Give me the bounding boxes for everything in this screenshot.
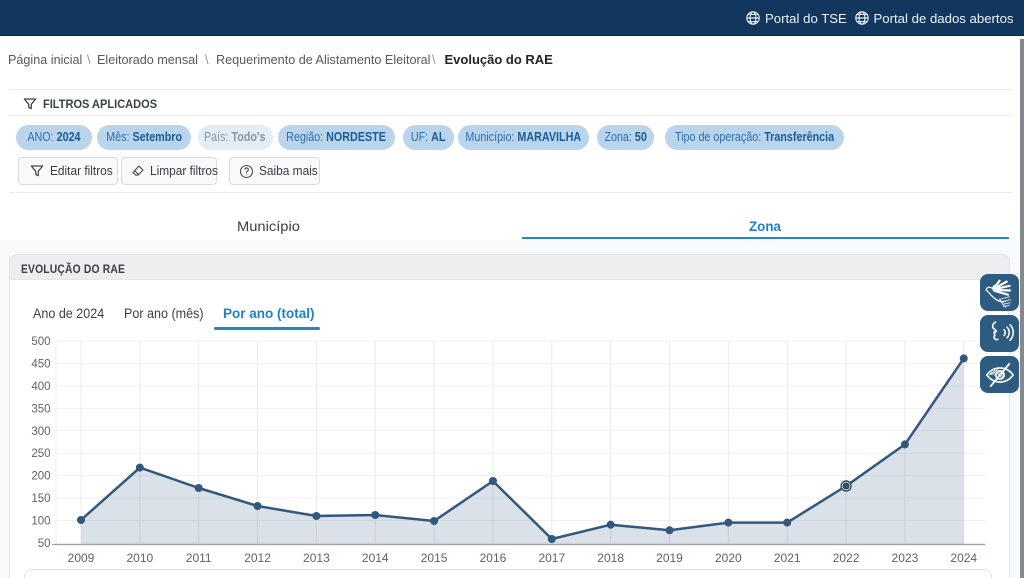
svg-text:2019: 2019 [656, 551, 683, 565]
svg-text:500: 500 [31, 336, 50, 348]
svg-text:450: 450 [31, 358, 50, 370]
svg-text:400: 400 [31, 381, 50, 393]
svg-text:2010: 2010 [126, 551, 153, 565]
svg-text:2022: 2022 [833, 551, 860, 565]
svg-text:2020: 2020 [715, 551, 742, 565]
svg-text:2024: 2024 [950, 551, 977, 565]
svg-text:100: 100 [31, 516, 50, 528]
svg-text:2013: 2013 [303, 551, 330, 565]
svg-text:2014: 2014 [362, 551, 389, 565]
svg-text:300: 300 [31, 426, 50, 438]
svg-text:350: 350 [31, 403, 50, 415]
svg-text:2012: 2012 [244, 551, 271, 565]
svg-text:2018: 2018 [597, 551, 624, 565]
svg-text:250: 250 [31, 448, 50, 460]
svg-text:50: 50 [38, 538, 51, 550]
svg-text:2017: 2017 [538, 551, 565, 565]
svg-text:150: 150 [31, 493, 50, 505]
svg-text:2023: 2023 [892, 551, 919, 565]
svg-text:2011: 2011 [186, 551, 212, 565]
svg-text:2015: 2015 [421, 551, 448, 565]
svg-text:2021: 2021 [774, 551, 801, 565]
svg-text:2016: 2016 [480, 551, 507, 565]
svg-text:200: 200 [31, 471, 50, 483]
svg-text:2009: 2009 [68, 551, 95, 565]
